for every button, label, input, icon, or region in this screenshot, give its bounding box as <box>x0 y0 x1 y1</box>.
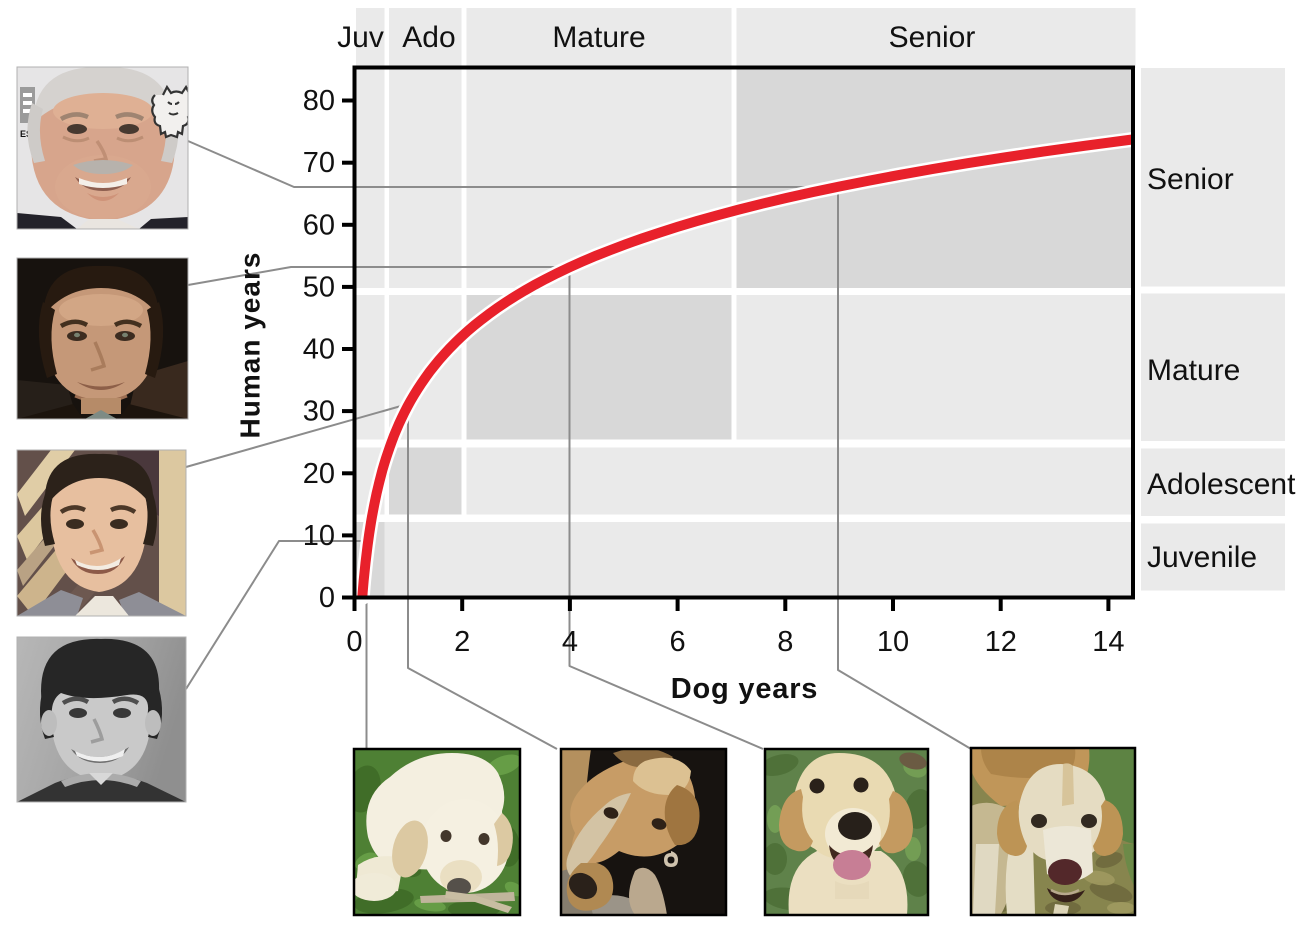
svg-text:20: 20 <box>303 458 335 490</box>
svg-text:10: 10 <box>303 520 335 552</box>
svg-text:14: 14 <box>1092 626 1124 658</box>
svg-text:30: 30 <box>303 396 335 428</box>
svg-text:Adolescent: Adolescent <box>1147 468 1296 501</box>
svg-text:10: 10 <box>877 626 909 658</box>
svg-text:6: 6 <box>670 626 686 658</box>
svg-text:Dog years: Dog years <box>671 673 818 705</box>
svg-text:Ado: Ado <box>402 21 455 54</box>
svg-text:0: 0 <box>346 626 362 658</box>
svg-text:80: 80 <box>303 85 335 117</box>
svg-text:8: 8 <box>777 626 793 658</box>
svg-text:70: 70 <box>303 147 335 179</box>
svg-text:Juvenile: Juvenile <box>1147 541 1257 574</box>
svg-text:Senior: Senior <box>1147 163 1234 196</box>
svg-text:Mature: Mature <box>1147 354 1240 387</box>
svg-text:12: 12 <box>985 626 1017 658</box>
svg-text:50: 50 <box>303 271 335 303</box>
svg-text:4: 4 <box>562 626 578 658</box>
svg-text:0: 0 <box>319 582 335 614</box>
svg-text:Senior: Senior <box>889 21 976 54</box>
svg-text:Human years: Human years <box>235 252 266 439</box>
svg-text:2: 2 <box>454 626 470 658</box>
svg-text:Juv: Juv <box>337 21 384 54</box>
svg-text:ES: ES <box>20 129 32 139</box>
svg-text:40: 40 <box>303 334 335 366</box>
svg-text:Mature: Mature <box>552 21 645 54</box>
svg-text:60: 60 <box>303 209 335 241</box>
